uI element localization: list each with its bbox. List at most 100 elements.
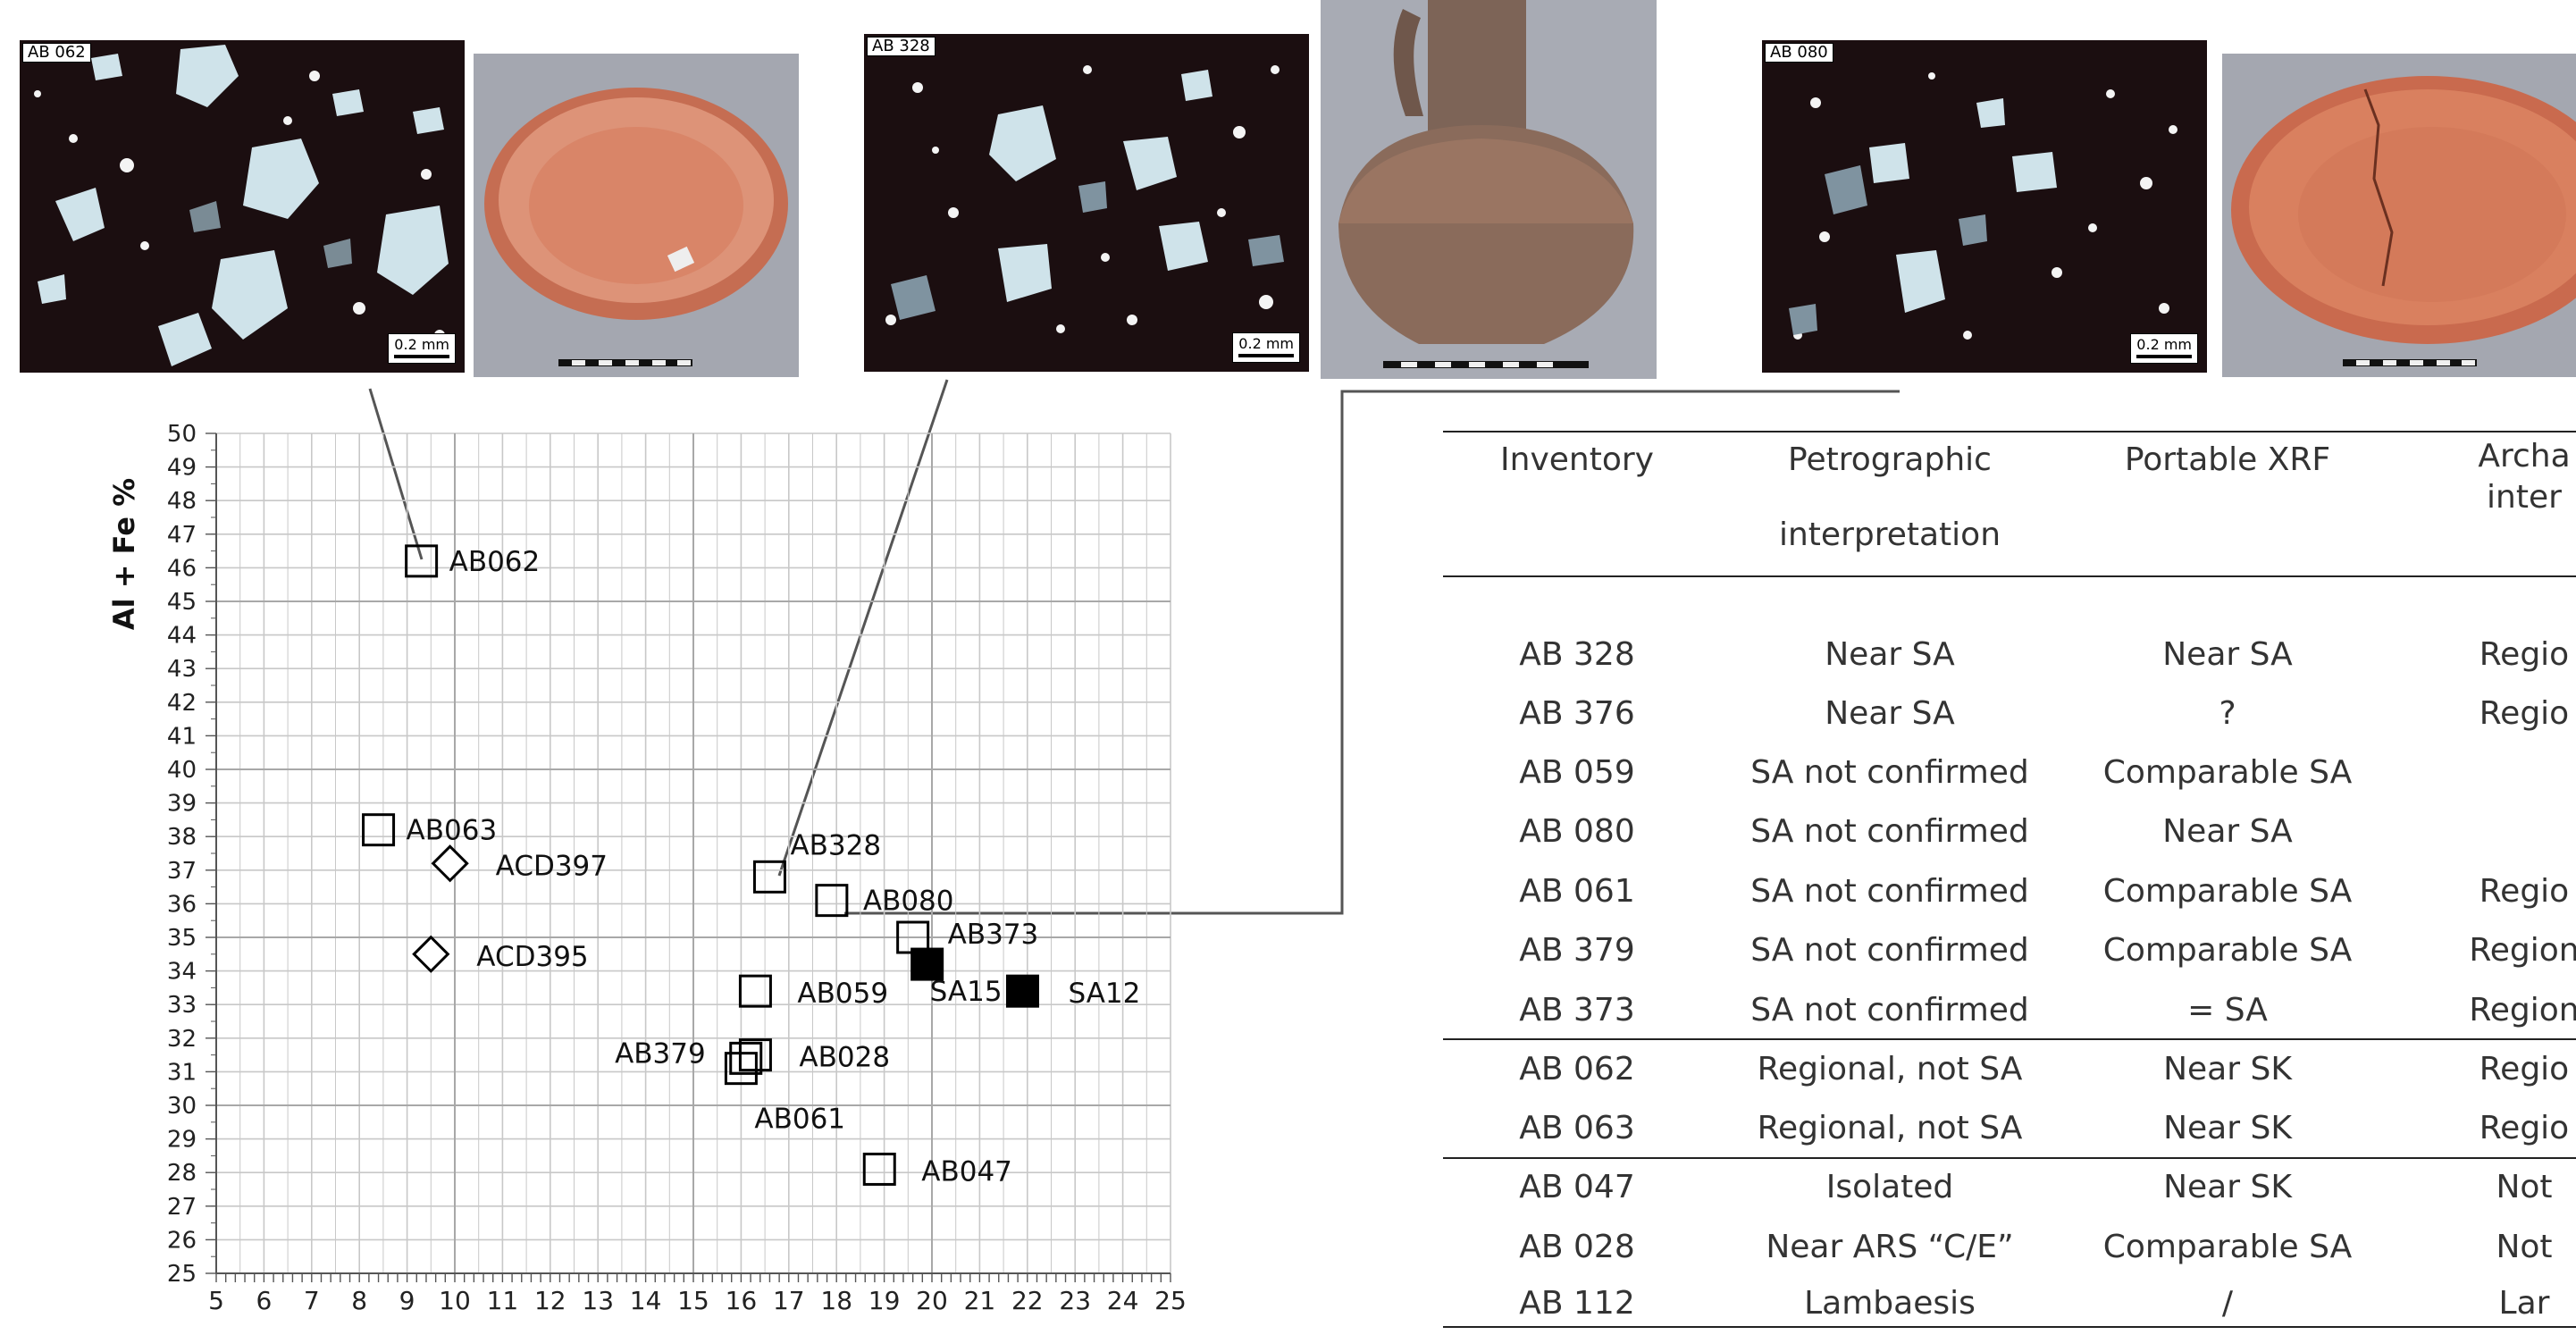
data-point [405,544,439,578]
table-cell: AB 328 [1519,636,1635,673]
data-point [862,1152,896,1186]
table-cell: SA not confirmed [1750,992,2029,1029]
y-tick-label: 27 [167,1194,197,1221]
y-tick-label: 43 [167,656,197,683]
micrograph-ab080: AB 080 0.2 mm [1762,40,2207,373]
y-tick-label: 34 [167,959,197,986]
y-tick-label: 32 [167,1026,197,1053]
x-tick-label: 19 [868,1286,901,1315]
y-tick-label: 31 [167,1059,197,1086]
y-tick-label: 44 [167,623,197,650]
table-cell: Near SA [1825,636,1955,673]
y-tick-label: 28 [167,1160,197,1187]
table-cell: AB 028 [1519,1229,1635,1265]
y-tick-label: 42 [167,690,197,717]
table-cell: Near ARS “C/E” [1766,1229,2014,1265]
point-label: AB328 [790,829,881,861]
y-tick-label: 30 [167,1093,197,1120]
x-tick-label: 8 [351,1286,367,1315]
table-cell: Not [2496,1229,2553,1265]
micrograph-ab328: AB 328 0.2 mm [864,34,1309,372]
point-label: AB059 [797,978,888,1010]
point-label: AB062 [449,546,541,578]
scale-label: 0.2 mm [394,336,449,353]
x-tick-label: 9 [399,1286,415,1315]
x-tick-label: 23 [1059,1286,1091,1315]
y-tick-label: 29 [167,1127,197,1154]
scatter-chart: 5 6 7 8 9 10 11 12 13 14 15 16 17 18 19 20 21 22 23 24 25 25 2… [107,421,1187,1315]
y-tick-label: 38 [167,824,197,851]
table-cell: Near SK [2163,1110,2292,1146]
data-point [1005,974,1039,1008]
sample-tag: AB 062 [22,43,91,63]
sample-tag: AB 080 [1765,43,1833,63]
plate-drawing [2231,76,2576,366]
x-tick-label: 10 [439,1286,471,1315]
table-rule [1443,431,2576,432]
x-tick-label: 21 [964,1286,996,1315]
table-cell: Region [2469,932,2576,969]
scale-label: 0.2 mm [1238,335,1294,352]
scale-label: 0.2 mm [2136,336,2192,353]
data-point [729,1041,763,1075]
table-cell: AB 062 [1519,1051,1635,1087]
y-tick-label: 50 [167,421,197,448]
scale-bar: 0.2 mm [1232,332,1300,363]
table-rule [1443,575,2576,577]
data-point [362,813,396,847]
table-cell: Near SK [2163,1169,2292,1205]
x-tick-label: 14 [630,1286,662,1315]
table-cell: AB 112 [1519,1285,1635,1322]
y-tick-label: 47 [167,522,197,549]
table-cell: Comparable SA [2102,754,2353,791]
y-tick-label: 46 [167,555,197,582]
x-tick-label: 16 [726,1286,758,1315]
data-point [431,844,469,883]
scale-bar: 0.2 mm [388,333,456,364]
table-header-cell: Inventory [1500,441,1654,478]
table-cell: Near SA [2162,813,2293,850]
table-cell: SA not confirmed [1750,754,2029,791]
table-cell: Regio [2479,636,2570,673]
point-label: ACD397 [496,850,608,882]
y-tick-label: 26 [167,1227,197,1254]
point-label: AB061 [754,1104,845,1136]
x-tick-label: 5 [208,1286,224,1315]
x-tick-label: 22 [1011,1286,1044,1315]
table-cell: Regio [2479,1051,2570,1087]
y-tick-label: 25 [167,1261,197,1288]
x-tick-label: 25 [1154,1286,1187,1315]
results-table: Inventory Petrographic interpretation Porta… [1443,429,2576,1335]
point-label: SA15 [930,976,1003,1008]
point-label: ACD395 [476,941,588,973]
table-cell: AB 376 [1519,695,1635,732]
table-cell: SA not confirmed [1750,873,2029,910]
table-cell: AB 047 [1519,1169,1635,1205]
y-tick-label: 48 [167,488,197,515]
table-rule [1443,1157,2576,1159]
table-cell: ? [2219,695,2236,732]
x-tick-label: 12 [534,1286,566,1315]
table-cell: Near SA [2162,636,2293,673]
table-cell: Regional, not SA [1757,1051,2023,1087]
y-tick-label: 33 [167,992,197,1019]
point-label: AB028 [799,1042,890,1074]
y-tick-label: 36 [167,891,197,918]
y-tick-label: 37 [167,858,197,885]
table-cell: Regional, not SA [1757,1110,2023,1146]
x-tick-label: 11 [487,1286,519,1315]
x-tick-label: 6 [256,1286,272,1315]
x-tick-label: 7 [304,1286,320,1315]
y-tick-label: 35 [167,925,197,952]
table-cell: AB 379 [1519,932,1635,969]
y-tick-label: 41 [167,723,197,750]
jug-drawing [1338,0,1634,368]
table-cell: Not [2496,1169,2553,1205]
micrograph-grains [34,45,449,366]
photo-jug-ab328 [1321,0,1657,379]
scale-bar: 0.2 mm [2130,333,2198,364]
table-header-cell: inter [2487,479,2562,516]
table-cell: Regio [2479,695,2570,732]
x-tick-label: 15 [677,1286,709,1315]
